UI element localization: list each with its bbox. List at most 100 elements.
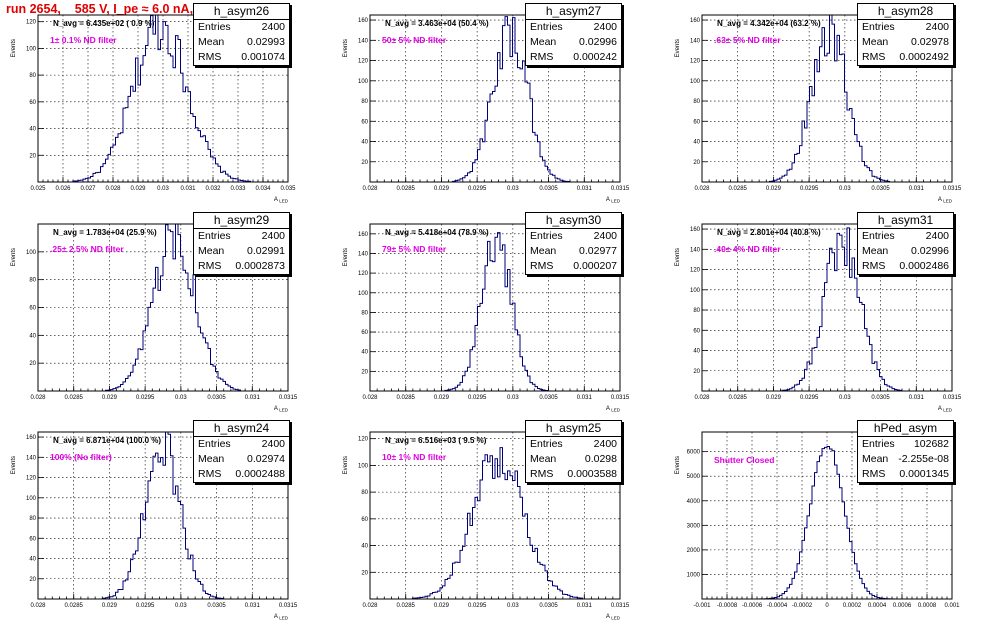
filter-label: .40± 4% ND filter xyxy=(714,244,781,254)
y-tick-label: 60 xyxy=(29,306,36,312)
x-tick-label: 0.0285 xyxy=(729,395,748,401)
x-tick-label: 0.028 xyxy=(30,395,46,401)
y-tick-label: 100 xyxy=(26,46,37,52)
stats-title: hPed_asym xyxy=(858,421,953,437)
y-tick-label: 40 xyxy=(693,349,700,355)
stats-row-entries: Entries 2400 xyxy=(526,20,621,35)
stats-label: Mean xyxy=(530,36,557,48)
x-tick-label: 0.0006 xyxy=(893,603,912,609)
stats-label: RMS xyxy=(530,260,554,272)
y-tick-label: 160 xyxy=(26,435,37,441)
stats-value: 0.02991 xyxy=(247,245,285,257)
stats-row-rms: RMS 0.0001345 xyxy=(858,467,953,482)
y-tick-label: 5000 xyxy=(687,474,701,480)
x-tick-label: 0.029 xyxy=(434,395,450,401)
plot-frame xyxy=(369,14,621,183)
x-tick-label: 0.0315 xyxy=(611,395,630,401)
y-tick-label: 160 xyxy=(690,227,701,233)
plot-frame xyxy=(701,223,953,392)
x-tick-label: 0.029 xyxy=(130,186,146,192)
stats-row-entries: Entries 2400 xyxy=(858,20,953,35)
stats-row-mean: Mean 0.02996 xyxy=(526,35,621,50)
stats-label: RMS xyxy=(530,468,554,480)
stats-title: h_asym30 xyxy=(526,213,621,229)
navg-label: N_avg = 3.463e+04 (50.4 %) xyxy=(385,19,489,28)
y-tick-label: 80 xyxy=(29,516,36,522)
histogram-pad-hPed_asym: -0.001 -0.0008 -0.0006 -0.0004 -0.0002 0 0.000… xyxy=(675,420,960,609)
stats-title: h_asym26 xyxy=(194,4,289,20)
stats-label: Mean xyxy=(198,245,225,257)
x-tick-label: 0.0295 xyxy=(468,186,487,192)
x-tick-label: 0.0285 xyxy=(65,395,84,401)
stats-box: h_asym31 Entries 2400 Mean 0.02996 RMS 0.00024… xyxy=(857,212,954,275)
stats-label: RMS xyxy=(862,260,886,272)
x-tick-label: 0.029 xyxy=(434,186,450,192)
histogram-series xyxy=(370,447,620,600)
stats-row-rms: RMS 0.000207 xyxy=(526,259,621,274)
stats-row-mean: Mean 0.02996 xyxy=(858,244,953,259)
stats-label: Entries xyxy=(862,438,895,450)
stats-label: Entries xyxy=(198,21,231,33)
stats-box: h_asym25 Entries 2400 Mean 0.0298 RMS 0.000358… xyxy=(525,420,622,483)
x-tick-label: 0.031 xyxy=(577,395,593,401)
x-axis-label: A LED xyxy=(274,406,289,413)
stats-value: 0.000242 xyxy=(573,51,617,63)
histogram-pad-h_asym26: 0.025 0.026 0.027 0.028 0.029 0.03 0.031 0.032 0… xyxy=(11,3,296,204)
x-tick-label: 0.031 xyxy=(577,603,593,609)
x-tick-label: 0.0315 xyxy=(279,395,298,401)
plot-frame xyxy=(37,14,289,183)
x-tick-label: 0.029 xyxy=(766,395,782,401)
x-tick-label: 0.029 xyxy=(434,603,450,609)
x-tick-label: 0.028 xyxy=(694,186,710,192)
histogram-plot: 0.025 0.026 0.027 0.028 0.029 0.03 0.031 0.032 0… xyxy=(11,14,296,204)
y-tick-label: 80 xyxy=(693,308,700,314)
navg-label: N_avg = 2.801e+04 (40.8 %) xyxy=(717,228,821,237)
stats-value: 2400 xyxy=(261,21,285,33)
y-tick-label: 6000 xyxy=(687,450,701,456)
stats-label: Entries xyxy=(530,21,563,33)
stats-box: h_asym30 Entries 2400 Mean 0.02977 RMS 0.00020… xyxy=(525,212,622,275)
stats-value: 0.02996 xyxy=(911,245,949,257)
stats-row-rms: RMS 0.0002492 xyxy=(858,50,953,65)
x-tick-label: 0.035 xyxy=(280,186,296,192)
y-tick-label: 60 xyxy=(693,328,700,334)
y-tick-label: 2000 xyxy=(687,548,701,554)
plot-frame xyxy=(369,431,621,600)
stats-value: 0.0002492 xyxy=(899,51,949,63)
x-tick-label: 0.03 xyxy=(507,603,519,609)
x-axis-label: A LED xyxy=(606,406,621,413)
stats-label: RMS xyxy=(198,468,222,480)
y-tick-label: 80 xyxy=(29,278,36,284)
y-tick-label: 100 xyxy=(358,291,369,297)
stats-label: Entries xyxy=(862,21,895,33)
x-axis-label: A LED xyxy=(938,197,953,204)
y-tick-label: 160 xyxy=(358,18,369,24)
stats-row-entries: Entries 2400 xyxy=(194,437,289,452)
stats-value: 0.0002873 xyxy=(235,260,285,272)
y-tick-label: 20 xyxy=(361,570,368,576)
filter-label: 10± 1% ND filter xyxy=(382,452,447,462)
stats-title: h_asym24 xyxy=(194,421,289,437)
stats-value: 0.0001345 xyxy=(899,468,949,480)
stats-row-entries: Entries 2400 xyxy=(526,437,621,452)
stats-value: 2400 xyxy=(593,21,617,33)
y-tick-label: 140 xyxy=(358,38,369,44)
x-tick-label: 0.03 xyxy=(175,603,187,609)
x-tick-label: 0.033 xyxy=(230,186,246,192)
x-tick-label: 0.032 xyxy=(205,186,221,192)
y-tick-label: 120 xyxy=(690,268,701,274)
x-tick-label: -0.0008 xyxy=(717,603,738,609)
stats-box: hPed_asym Entries 102682 Mean -2.255e-08 RMS 0… xyxy=(857,420,954,483)
stats-row-mean: Mean 0.02978 xyxy=(858,35,953,50)
y-tick-label: 160 xyxy=(690,18,701,24)
x-tick-label: 0.0295 xyxy=(136,603,155,609)
x-axis-label: A LED xyxy=(606,197,621,204)
y-tick-label: 100 xyxy=(358,463,369,469)
y-axis-label: Events xyxy=(675,39,681,57)
x-tick-label: 0.0315 xyxy=(279,603,298,609)
stats-title: h_asym28 xyxy=(858,4,953,20)
y-axis-label: Events xyxy=(343,248,349,266)
y-tick-label: 80 xyxy=(361,99,368,105)
y-tick-label: 60 xyxy=(693,119,700,125)
y-tick-label: 120 xyxy=(358,271,369,277)
